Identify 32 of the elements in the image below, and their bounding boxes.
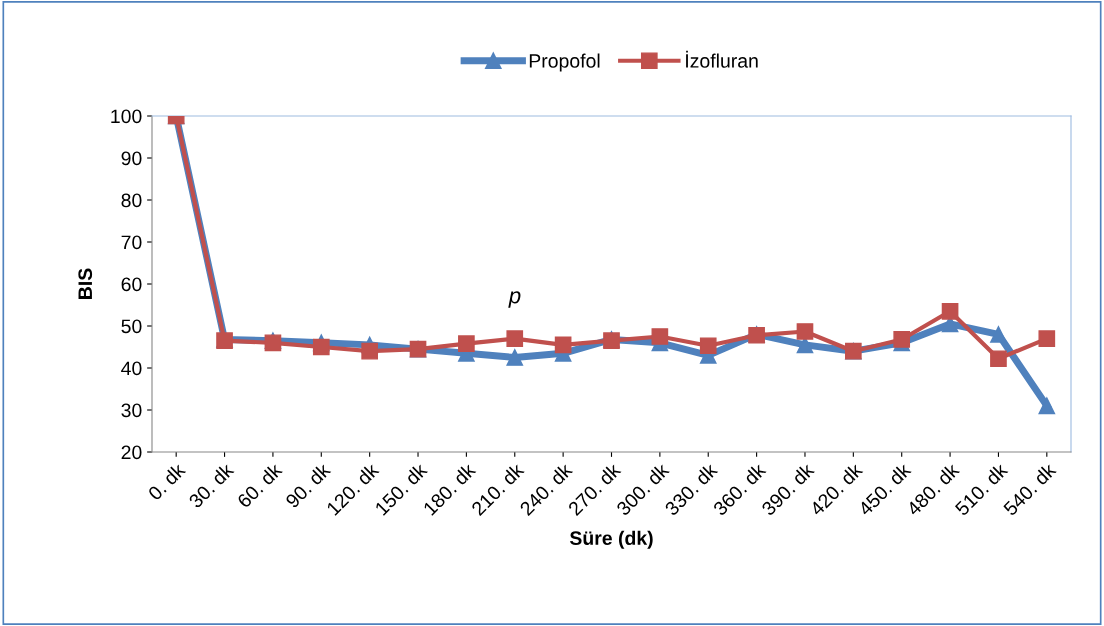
point	[893, 331, 911, 348]
x-tick-label: 0. dk	[146, 461, 187, 502]
x-axis-title: Süre (dk)	[569, 530, 653, 549]
y-axis-title: BIS	[78, 268, 93, 299]
y-tick-label: 70	[121, 235, 142, 250]
y-tick-label: 50	[121, 319, 142, 334]
x-tick-label: 30. dk	[187, 461, 235, 509]
point	[506, 349, 524, 366]
point	[312, 338, 330, 356]
y-tick-label: 30	[121, 403, 142, 418]
point	[699, 337, 717, 355]
y-tick-label: 40	[121, 361, 142, 376]
point	[941, 302, 959, 320]
point	[506, 330, 524, 347]
point	[361, 342, 378, 360]
point	[990, 350, 1007, 368]
point	[990, 326, 1007, 343]
point	[554, 336, 572, 354]
annotation: p	[508, 291, 521, 308]
point	[651, 328, 669, 345]
y-tick-label: 20	[121, 445, 142, 460]
y-tick-label: 60	[121, 277, 142, 292]
point	[1038, 397, 1056, 415]
y-tick-label: 80	[121, 193, 142, 208]
y-tick-label: 90	[121, 151, 142, 166]
point	[1038, 330, 1056, 347]
legend-label: Propofol	[529, 53, 600, 72]
x-tick-label: 60. dk	[236, 461, 284, 509]
y-tick-label: 100	[111, 109, 142, 124]
point	[796, 323, 814, 340]
legend-label: İzofluran	[686, 50, 758, 68]
point	[458, 335, 475, 352]
